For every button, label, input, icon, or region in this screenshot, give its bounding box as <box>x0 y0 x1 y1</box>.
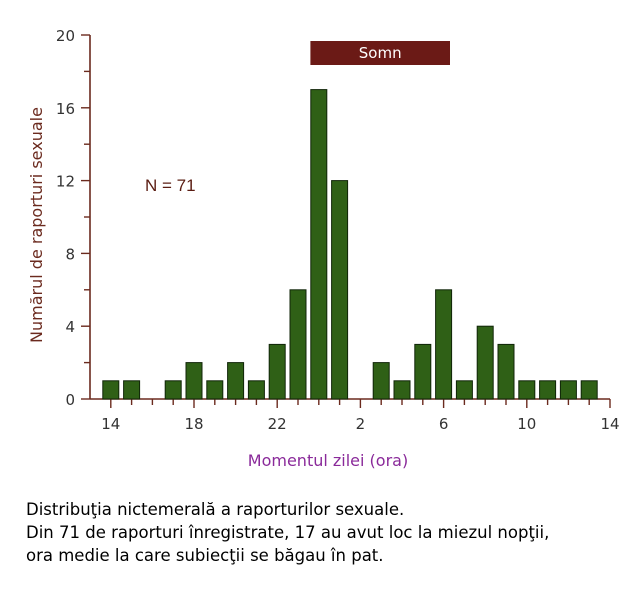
x-tick-label: 22 <box>268 415 287 433</box>
bar-15 <box>123 380 141 400</box>
sleep-band-label: Somn <box>359 44 402 62</box>
bar-6 <box>435 289 453 400</box>
bar-5 <box>414 343 432 400</box>
x-tick-label: 10 <box>517 415 536 433</box>
y-tick-label: 12 <box>56 173 75 191</box>
y-tick-label: 8 <box>65 245 75 263</box>
bar-19 <box>206 380 224 400</box>
x-tick-label: 18 <box>184 415 203 433</box>
y-tick-label: 4 <box>65 318 75 336</box>
bar-3 <box>372 362 390 400</box>
bar-22 <box>268 343 286 400</box>
bar-12 <box>559 380 577 400</box>
sample-size-annotation: N = 71 <box>145 176 196 195</box>
bar-0 <box>310 89 328 400</box>
x-tick-label: 6 <box>439 415 449 433</box>
bar-18 <box>185 362 203 400</box>
x-tick-label: 14 <box>600 415 619 433</box>
sleep-band-rect <box>310 41 450 65</box>
x-axis-title: Momentul zilei (ora) <box>248 451 408 470</box>
caption-line-2: Din 71 de raporturi înregistrate, 17 au … <box>26 523 550 542</box>
bar-8 <box>476 325 494 400</box>
bar-17 <box>164 380 182 400</box>
y-tick-label: 0 <box>65 391 75 409</box>
bar-7 <box>455 380 473 400</box>
bar-21 <box>247 380 265 400</box>
y-tick-label: 16 <box>56 100 75 118</box>
figure-caption: Distribuţia nictemerală a raporturilor s… <box>26 498 636 567</box>
bar-20 <box>227 362 245 400</box>
bar-23 <box>289 289 307 400</box>
bar-4 <box>393 380 411 400</box>
bar-10 <box>518 380 536 400</box>
x-tick-label: 2 <box>356 415 366 433</box>
x-tick-label: 14 <box>101 415 120 433</box>
bar-1 <box>331 180 349 400</box>
sleep-band: Somn <box>310 41 450 65</box>
bar-11 <box>539 380 557 400</box>
bar-14 <box>102 380 120 400</box>
caption-line-1: Distribuţia nictemerală a raporturilor s… <box>26 500 405 519</box>
caption-line-3: ora medie la care subiecţii se băgau în … <box>26 546 384 565</box>
y-axis-title: Numărul de raporturi sexuale <box>27 107 46 343</box>
bars <box>102 89 598 400</box>
bar-9 <box>497 343 515 400</box>
y-tick-label: 20 <box>56 27 75 45</box>
bar-13 <box>580 380 598 400</box>
